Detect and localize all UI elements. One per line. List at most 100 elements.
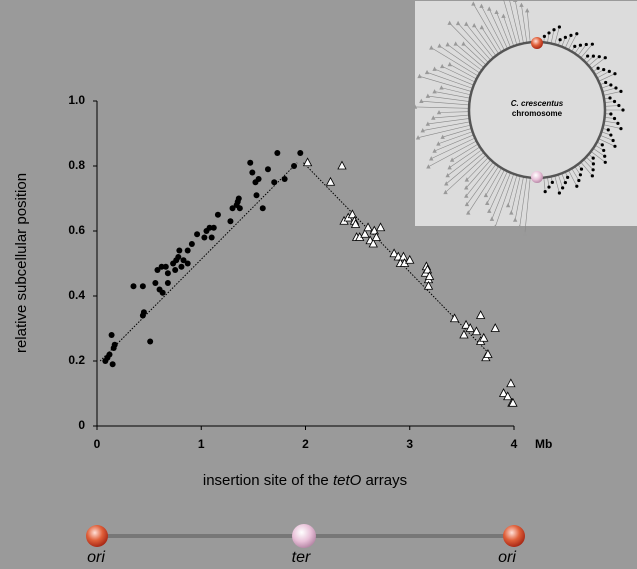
data-point [194, 231, 200, 237]
data-point [152, 280, 158, 286]
ori-ball [503, 525, 525, 547]
spoke-marker [592, 157, 595, 160]
data-point [163, 264, 169, 270]
spoke-marker [569, 34, 572, 37]
data-point [265, 166, 271, 172]
data-point [451, 314, 459, 322]
map-label: ori [87, 549, 105, 566]
data-point [107, 352, 113, 358]
fit-line [100, 163, 297, 361]
spoke-marker [597, 67, 600, 70]
spoke-marker [513, 0, 517, 2]
data-point [237, 205, 243, 211]
data-point [291, 163, 297, 169]
spoke-marker [601, 143, 604, 146]
spoke-marker [609, 83, 612, 86]
spoke-marker [591, 43, 594, 46]
ori-ball [86, 525, 108, 547]
data-point [377, 223, 385, 231]
spoke-marker [612, 139, 615, 142]
y-tick-label: 0.6 [68, 223, 85, 237]
data-point [247, 160, 253, 166]
y-tick-label: 0.4 [68, 288, 85, 302]
data-point [175, 254, 181, 260]
data-point [327, 178, 335, 186]
x-tick-label: 1 [198, 437, 205, 451]
x-unit: Mb [535, 437, 552, 451]
spoke-marker [604, 56, 607, 59]
genome-map: ori ter ori [86, 524, 525, 566]
y-tick-label: 0 [78, 418, 85, 432]
y-tick-label: 0.8 [68, 158, 85, 172]
spoke-marker [598, 55, 601, 58]
spoke-marker [613, 117, 616, 120]
spoke-marker [592, 168, 595, 171]
spoke-marker [602, 149, 605, 152]
spoke-marker [591, 174, 594, 177]
spoke-marker [616, 122, 619, 125]
data-point [165, 280, 171, 286]
y-tick-label: 1.0 [68, 93, 85, 107]
inset: C. crescentus chromosome [413, 0, 637, 236]
spoke-marker [602, 68, 605, 71]
spoke-marker [579, 173, 582, 176]
data-point [110, 361, 116, 367]
data-point [201, 235, 207, 241]
data-point [507, 379, 515, 387]
ter-ball [531, 171, 543, 183]
spoke-marker [608, 70, 611, 73]
x-label-part: tetO [333, 472, 362, 489]
data-point [364, 223, 372, 231]
spoke-marker [544, 190, 547, 193]
spoke-marker [609, 112, 612, 115]
data-point [227, 218, 233, 224]
spoke-marker [604, 81, 607, 84]
data-point [215, 212, 221, 218]
spoke-marker [564, 36, 567, 39]
data-point [260, 205, 266, 211]
spoke-marker [613, 145, 616, 148]
data-point [477, 311, 485, 319]
data-point [249, 170, 255, 176]
spoke-marker [552, 28, 555, 31]
spoke-marker [551, 181, 554, 184]
ter-ball [292, 524, 316, 548]
spoke-marker [609, 133, 612, 136]
x-tick-label: 2 [302, 437, 309, 451]
data-point [160, 290, 166, 296]
spoke-marker [592, 55, 595, 58]
data-point [297, 150, 303, 156]
spoke-marker [619, 127, 622, 130]
data-point [236, 196, 242, 202]
data-point [189, 241, 195, 247]
data-point [209, 235, 215, 241]
inset-label: C. crescentus [511, 99, 564, 108]
x-label-part: arrays [361, 472, 407, 489]
data-point [271, 179, 277, 185]
data-point [176, 248, 182, 254]
data-point [130, 283, 136, 289]
spoke-marker [558, 25, 561, 28]
spoke-marker [603, 155, 606, 158]
data-point [185, 261, 191, 267]
data-point [491, 324, 499, 332]
spoke-marker [564, 181, 567, 184]
spoke-marker [613, 72, 616, 75]
spoke-marker [608, 96, 611, 99]
data-point [338, 162, 346, 170]
spoke-marker [592, 162, 595, 165]
spoke-marker [558, 191, 561, 194]
y-axis-label: relative subcellular position [13, 173, 30, 353]
spoke-marker [577, 179, 580, 182]
y-tick-label: 0.2 [68, 353, 85, 367]
data-point [254, 192, 260, 198]
ori-ball [531, 37, 543, 49]
spoke-marker [614, 86, 617, 89]
spoke-marker [607, 128, 610, 131]
figure: 00.20.40.60.81.001234 relative subcellul… [0, 0, 637, 569]
page: {"chart_data": {"type": "scatter", "y_la… [0, 0, 637, 569]
map-label: ori [498, 549, 516, 566]
spoke-marker [617, 104, 620, 107]
x-axis-label: insertion site of the tetO arrays [203, 472, 407, 489]
data-point [112, 342, 118, 348]
